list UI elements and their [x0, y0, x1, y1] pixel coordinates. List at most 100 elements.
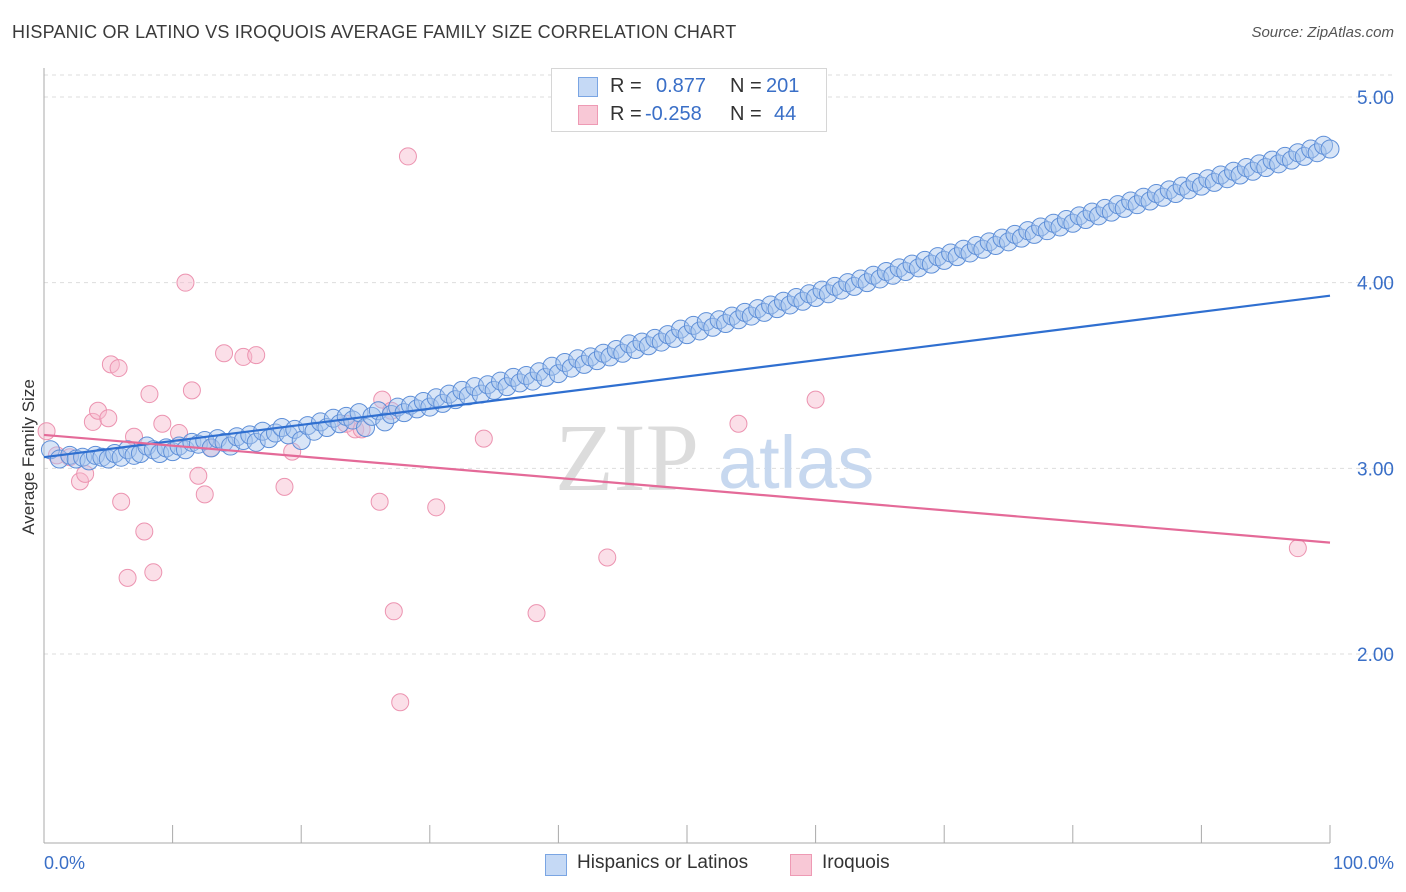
data-point — [863, 265, 883, 285]
data-point — [606, 340, 626, 360]
stats-legend: R = 0.877 N = 201 R = -0.258 N = 44 — [551, 68, 827, 132]
data-point — [876, 262, 896, 282]
bottom-swatch-blue — [545, 854, 567, 876]
data-point — [1262, 150, 1282, 170]
data-point — [1301, 139, 1321, 159]
data-point — [818, 284, 838, 304]
data-point — [754, 302, 774, 322]
data-point — [908, 258, 928, 278]
legend-n-label: N = — [730, 103, 762, 125]
data-point — [831, 280, 851, 300]
data-point — [857, 273, 877, 293]
legend-r-value: -0.258 — [645, 103, 702, 125]
data-point — [1095, 198, 1115, 218]
data-point — [561, 358, 581, 378]
data-point — [851, 269, 871, 289]
data-point — [153, 414, 172, 433]
trend-line — [43, 294, 1331, 459]
x-tick-label: 100.0% — [1333, 853, 1394, 873]
data-point — [1082, 202, 1102, 222]
data-point — [175, 440, 195, 460]
data-point — [1320, 139, 1340, 159]
data-point — [1134, 187, 1154, 207]
data-point — [247, 346, 266, 365]
data-point — [748, 299, 768, 319]
data-point — [703, 317, 723, 337]
data-point — [1288, 539, 1307, 558]
data-point — [651, 332, 671, 352]
data-point — [806, 288, 826, 308]
data-point — [1204, 172, 1224, 192]
data-point — [960, 243, 980, 263]
data-point — [182, 381, 201, 400]
data-point — [729, 414, 748, 433]
data-point — [1101, 202, 1121, 222]
data-point — [1314, 135, 1334, 155]
data-point — [979, 232, 999, 252]
data-point — [109, 359, 128, 378]
data-point — [986, 236, 1006, 256]
data-point — [1249, 154, 1269, 174]
data-point — [645, 328, 665, 348]
data-point — [484, 380, 504, 400]
tick-labels: 2.00 3.00 4.00 5.00 0.0% 100.0% — [44, 88, 1394, 873]
data-point — [384, 602, 403, 621]
data-point — [215, 344, 234, 363]
data-point — [1230, 165, 1250, 185]
data-point — [370, 492, 389, 511]
data-point — [921, 254, 941, 274]
data-point — [1275, 146, 1295, 166]
data-point — [92, 447, 112, 467]
legend-n-value: 201 — [766, 75, 800, 97]
data-point — [838, 273, 858, 293]
data-point — [536, 367, 556, 387]
data-point — [474, 429, 493, 448]
data-point — [574, 354, 594, 374]
data-point — [1108, 195, 1128, 215]
data-point — [658, 325, 678, 345]
data-point — [1166, 184, 1186, 204]
data-point — [1037, 221, 1057, 241]
y-tick-label: 4.00 — [1357, 274, 1394, 295]
data-point — [1153, 187, 1173, 207]
data-point — [883, 265, 903, 285]
bottom-swatch-pink — [790, 854, 812, 876]
data-point — [934, 250, 954, 270]
data-point — [812, 280, 832, 300]
data-point — [523, 371, 543, 391]
bottom-legend-label: Hispanics or Latinos — [577, 852, 749, 873]
data-point — [664, 328, 684, 348]
data-point — [176, 273, 195, 292]
data-point — [825, 276, 845, 296]
data-point — [1191, 176, 1211, 196]
data-point — [398, 147, 417, 166]
trend-lines — [43, 294, 1331, 544]
data-point — [587, 351, 607, 371]
data-point — [1307, 143, 1327, 163]
data-point — [761, 295, 781, 315]
axes — [43, 68, 1331, 844]
data-point — [709, 310, 729, 330]
legend-swatch-blue — [578, 77, 598, 97]
data-point — [613, 343, 633, 363]
data-point — [1024, 224, 1044, 244]
data-point — [773, 291, 793, 311]
data-point — [246, 432, 266, 452]
data-point — [1063, 213, 1083, 233]
data-point — [548, 364, 568, 384]
data-point — [973, 239, 993, 259]
data-point — [780, 295, 800, 315]
data-point — [1198, 169, 1218, 189]
zipatlas-watermark: ZIP atlas — [555, 404, 874, 511]
data-point — [806, 390, 825, 409]
data-point — [1243, 161, 1263, 181]
data-point — [896, 262, 916, 282]
data-point — [275, 477, 294, 496]
data-point — [214, 432, 234, 452]
data-point — [1044, 213, 1064, 233]
data-point — [999, 232, 1018, 252]
y-axis-label: Average Family Size — [19, 379, 38, 535]
data-point — [112, 492, 131, 511]
data-point — [1121, 191, 1141, 211]
source-label: Source: ZipAtlas.com — [1251, 24, 1394, 41]
